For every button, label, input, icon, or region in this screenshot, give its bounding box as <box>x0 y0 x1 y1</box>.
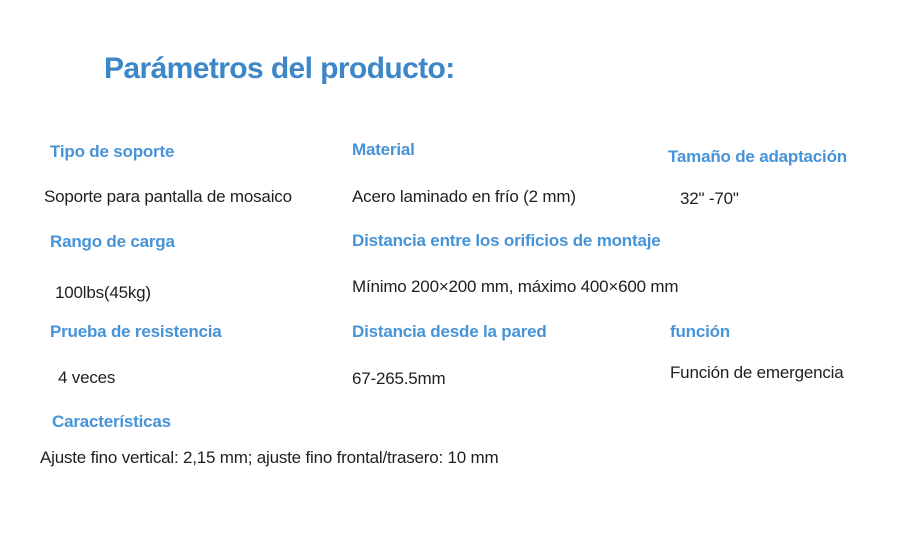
param-label-rango-de-carga: Rango de carga <box>50 232 175 251</box>
param-value-distancia-desde-la-pared: 67-265.5mm <box>352 369 446 388</box>
param-label-caracteristicas: Características <box>52 412 171 431</box>
page-title: Parámetros del producto: <box>104 52 455 85</box>
param-value-distancia-orificios-montaje: Mínimo 200×200 mm, máximo 400×600 mm <box>352 277 679 296</box>
param-label-funcion: función <box>670 322 730 341</box>
param-value-tipo-de-soporte: Soporte para pantalla de mosaico <box>44 187 292 206</box>
param-value-tamano-de-adaptacion: 32" -70" <box>680 189 739 208</box>
param-label-material: Material <box>352 140 415 159</box>
param-label-distancia-desde-la-pared: Distancia desde la pared <box>352 322 547 341</box>
param-label-prueba-de-resistencia: Prueba de resistencia <box>50 322 222 341</box>
param-value-rango-de-carga: 100lbs(45kg) <box>55 283 151 302</box>
param-value-caracteristicas: Ajuste fino vertical: 2,15 mm; ajuste fi… <box>40 448 499 467</box>
param-label-distancia-orificios-montaje: Distancia entre los orificios de montaje <box>352 231 661 250</box>
param-value-funcion: Función de emergencia <box>670 363 844 382</box>
param-label-tipo-de-soporte: Tipo de soporte <box>50 142 175 161</box>
param-label-tamano-de-adaptacion: Tamaño de adaptación <box>668 147 847 166</box>
param-value-material: Acero laminado en frío (2 mm) <box>352 187 576 206</box>
param-value-prueba-de-resistencia: 4 veces <box>58 368 116 387</box>
